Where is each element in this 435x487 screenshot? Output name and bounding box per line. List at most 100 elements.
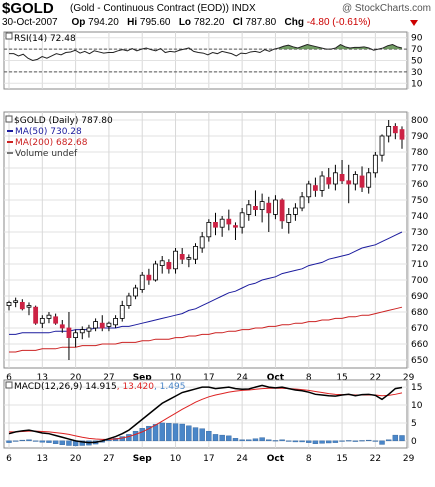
rsi-tick-label: 50 <box>411 57 423 67</box>
macd-histogram-bar <box>379 440 385 445</box>
legend-label: MA(200) 682.68 <box>15 138 88 148</box>
quote-line: 30-Oct-2007 Op 794.20 Hi 795.60 Lo 782.2… <box>2 17 371 28</box>
candle-body <box>93 321 98 329</box>
candle-body <box>372 154 378 174</box>
macd-histogram-bar <box>19 439 26 442</box>
down-arrow-icon <box>410 20 418 26</box>
candle-body <box>139 274 145 291</box>
price-tick-label: 680 <box>411 308 428 318</box>
macd-histogram-bar <box>346 440 352 442</box>
rsi-tick-label: 10 <box>411 79 423 89</box>
candle-body <box>246 204 252 215</box>
candle-body <box>279 199 285 222</box>
macd-title: MACD(12,26,9) 14.915, 13.420, 1.495 <box>14 382 185 392</box>
macd-histogram-bar <box>212 434 219 442</box>
candle-body <box>233 225 238 228</box>
price-tick-label: 720 <box>411 244 428 254</box>
macd-histogram-bar <box>312 440 319 444</box>
macd-histogram-bar <box>259 437 265 442</box>
ma-50-line <box>9 231 403 335</box>
candle-body <box>6 301 12 306</box>
high-value: 795.60 <box>139 17 171 28</box>
candle-body <box>66 327 72 339</box>
macd-histogram-bar <box>326 440 332 444</box>
candle-body <box>113 317 118 326</box>
candle-body <box>166 261 172 270</box>
macd-histogram-bar <box>252 438 259 442</box>
macd-x-axis-label: 15 <box>336 454 347 464</box>
macd-histogram-bar <box>286 440 292 442</box>
signal-line <box>9 387 403 440</box>
macd-histogram-bar <box>306 440 312 443</box>
candle-body <box>213 221 218 228</box>
candle-body <box>219 218 225 228</box>
macd-histogram-bar <box>152 424 159 442</box>
candle-body <box>173 250 178 270</box>
open-label: Op <box>71 17 86 28</box>
macd-histogram-bar <box>266 439 272 442</box>
candle-body <box>73 332 79 338</box>
macd-histogram-bar <box>66 440 72 446</box>
change-label: Chg <box>284 17 304 28</box>
x-axis-label: 24 <box>236 373 248 383</box>
candle-body <box>19 301 25 310</box>
macd-histogram-bar <box>6 440 12 443</box>
macd-title-value: , 13.420 <box>117 382 154 392</box>
legend-label: Volume undef <box>15 149 78 159</box>
candle-body <box>306 183 312 198</box>
candle-body <box>13 300 19 303</box>
macd-histogram-bar <box>12 440 19 442</box>
candle-body <box>146 274 152 281</box>
candle-body <box>253 205 258 210</box>
price-tick-label: 790 <box>411 132 428 142</box>
low-value: 782.20 <box>193 17 225 28</box>
macd-histogram-bar <box>166 423 172 442</box>
macd-histogram-bar <box>39 440 46 443</box>
price-tick-label: 800 <box>411 116 428 126</box>
price-title-box <box>5 115 13 123</box>
candle-body <box>153 263 158 281</box>
candle-body <box>266 202 272 214</box>
macd-histogram-bar <box>385 439 392 442</box>
macd-histogram-bar <box>239 439 245 442</box>
macd-tick-label: 10 <box>411 401 423 411</box>
high-label: Hi <box>127 17 138 28</box>
macd-x-axis-label: 22 <box>370 454 381 464</box>
macd-tick-label: 5 <box>411 419 417 429</box>
macd-histogram-bar <box>192 427 199 442</box>
watermark: @ StockCharts.com <box>341 3 431 14</box>
candle-body <box>239 212 245 228</box>
macd-histogram-bar <box>179 423 185 442</box>
macd-tick-label: 15 <box>411 383 422 393</box>
macd-x-axis-label: Sep <box>133 454 153 464</box>
rsi-title-box <box>5 32 13 40</box>
macd-title-value: , 1.495 <box>154 382 186 392</box>
price-tick-label: 750 <box>411 196 428 206</box>
candle-body <box>346 180 352 185</box>
candle-body <box>293 207 298 215</box>
quote-date: 30-Oct-2007 <box>2 17 58 28</box>
price-tick-label: 690 <box>411 292 428 302</box>
x-axis-label: 29 <box>403 373 415 383</box>
change-value: -4.80 (-0.61%) <box>306 17 371 28</box>
price-tick-label: 660 <box>411 340 428 350</box>
price-tick-label: 700 <box>411 276 428 286</box>
candle-body <box>359 175 365 188</box>
open-value: 794.20 <box>88 17 119 28</box>
rsi-tick-label: 30 <box>411 68 423 78</box>
macd-title-name: MACD(12,26,9) <box>14 382 85 392</box>
candle-body <box>226 218 232 225</box>
candle-body <box>186 257 192 260</box>
x-axis-label: 27 <box>103 373 114 383</box>
price-tick-label: 780 <box>411 148 428 158</box>
macd-histogram-bar <box>352 440 359 442</box>
macd-histogram-bar <box>272 440 279 442</box>
macd-title-value: 14.915 <box>85 382 117 392</box>
macd-histogram-bar <box>279 439 285 442</box>
macd-histogram-bar <box>126 434 132 442</box>
chart-header: $GOLD (Gold - Continuous Contract (EOD))… <box>0 0 435 30</box>
x-axis-label: 22 <box>370 373 381 383</box>
macd-histogram-bar <box>46 440 52 443</box>
candle-body <box>46 314 52 319</box>
